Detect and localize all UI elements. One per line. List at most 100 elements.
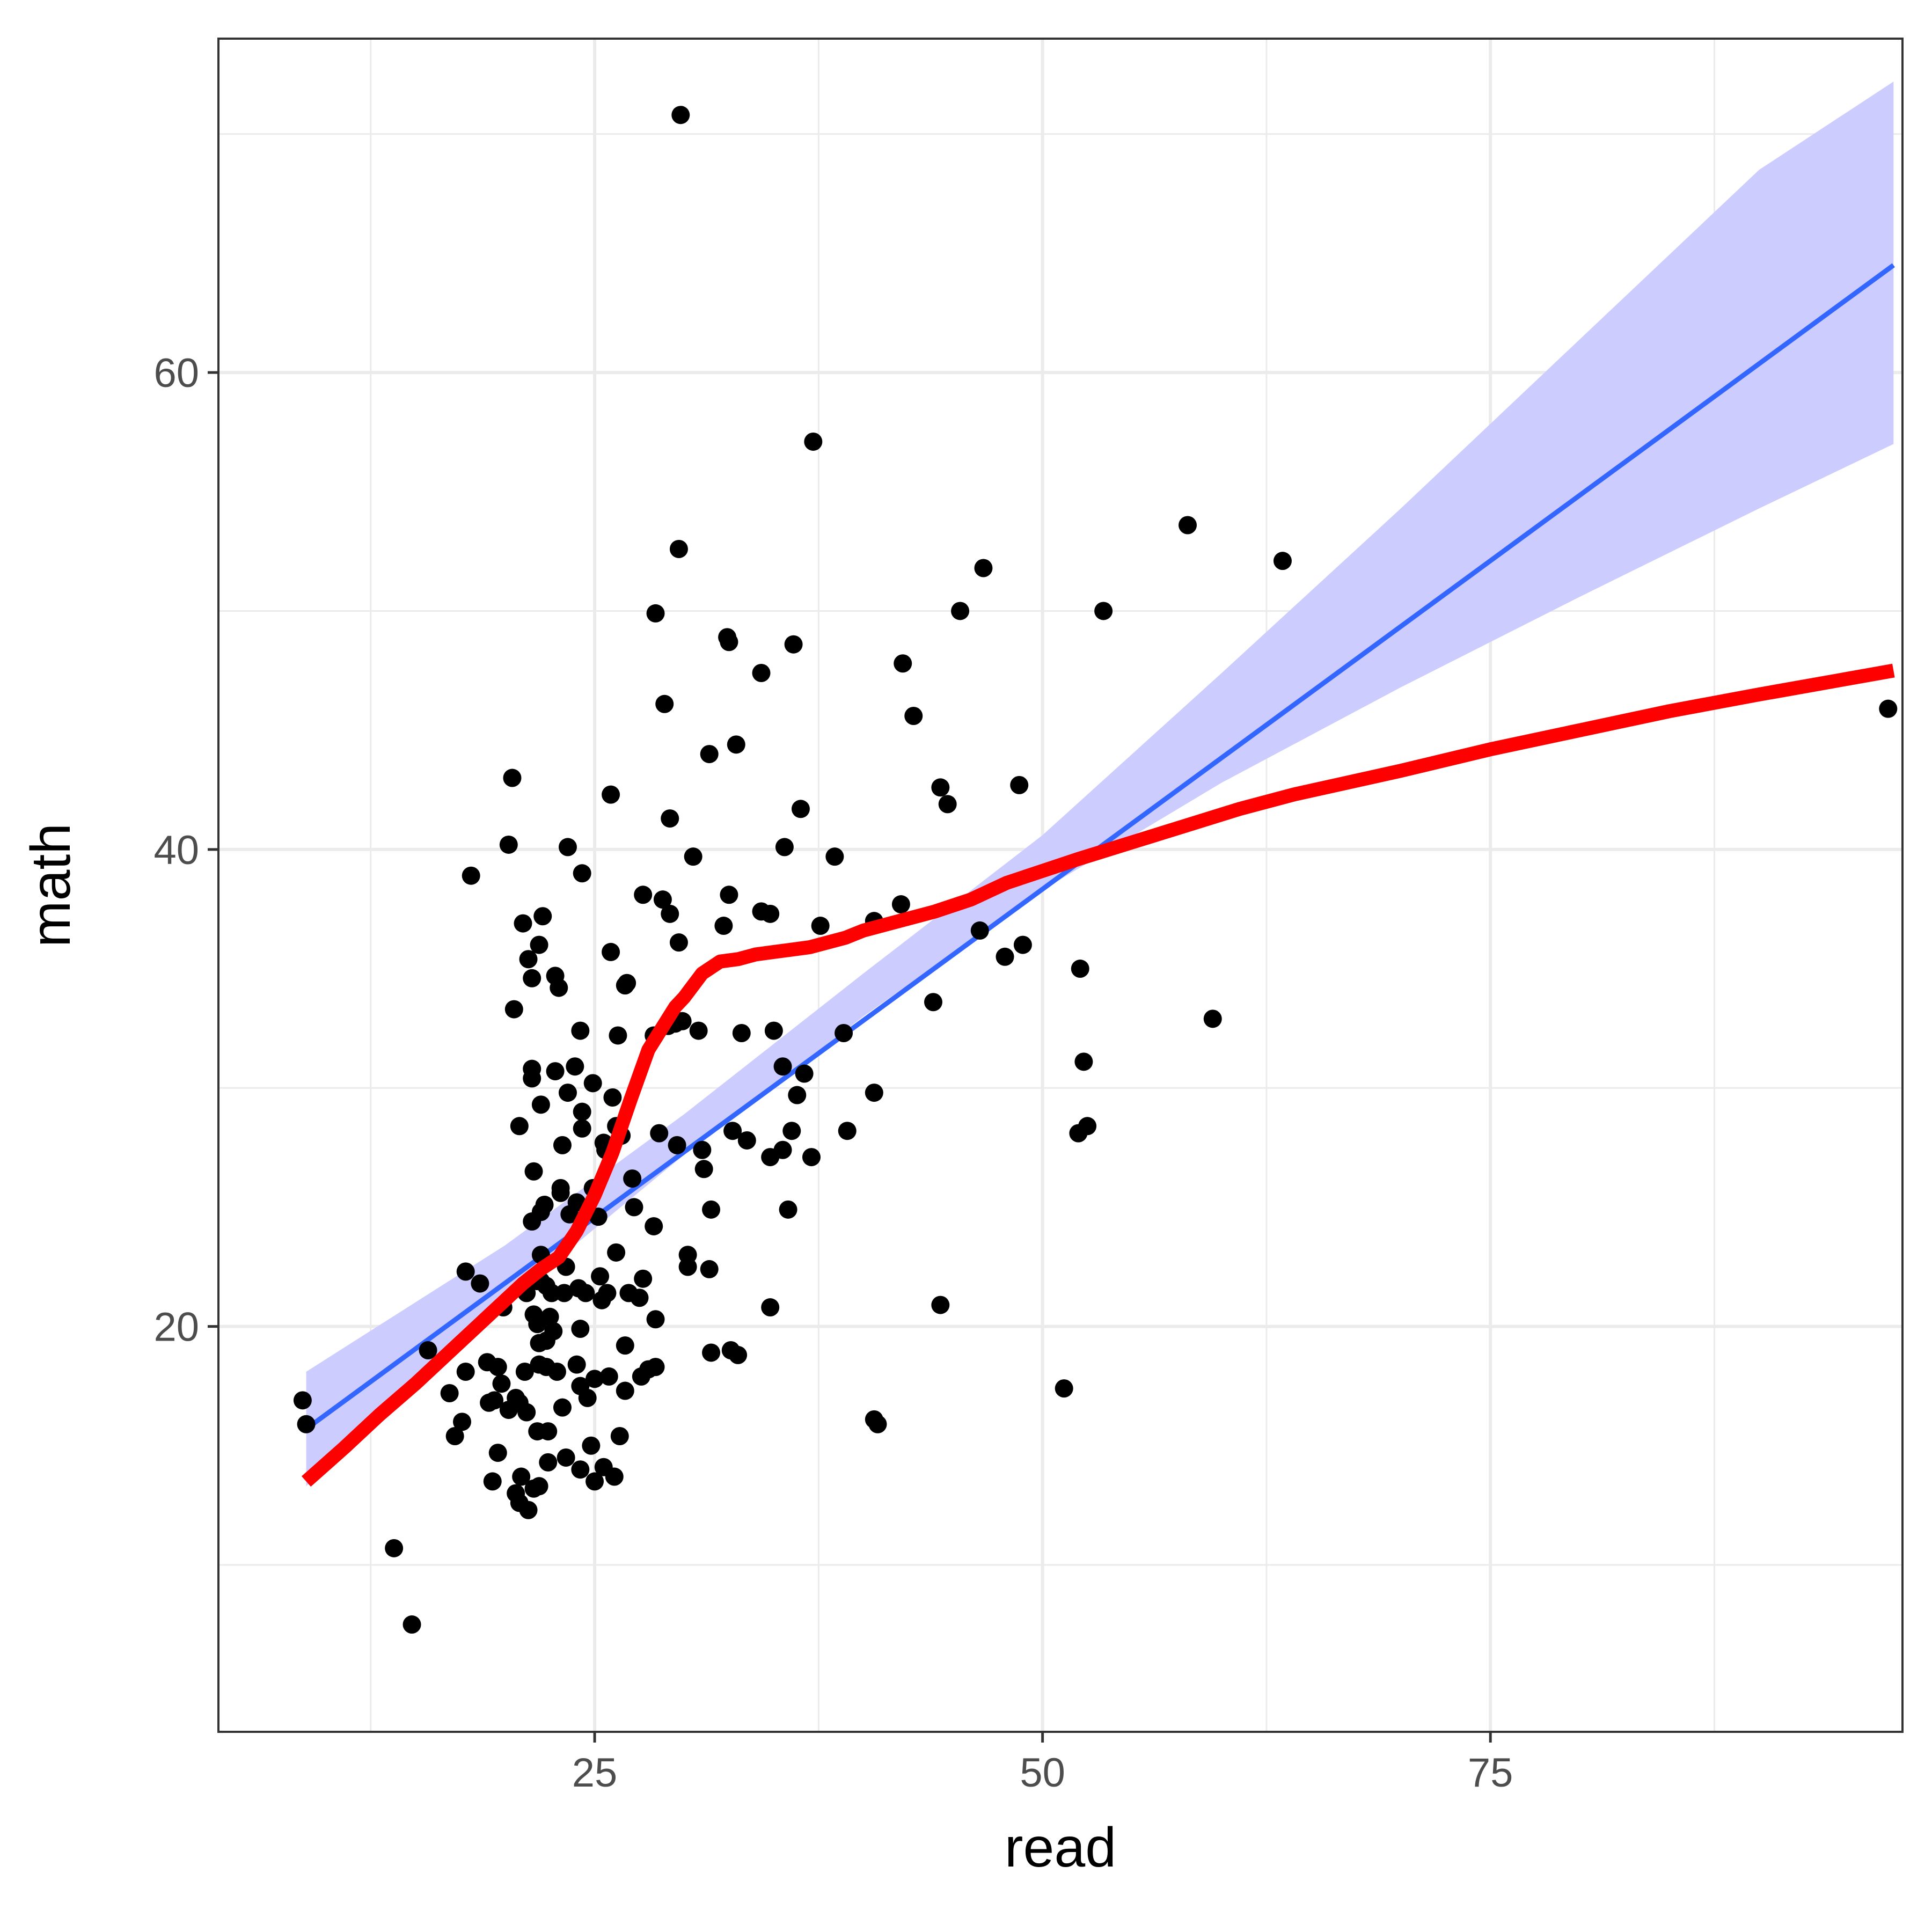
data-point (609, 1026, 627, 1045)
data-point (865, 1084, 883, 1102)
data-point (539, 1453, 558, 1472)
data-point (714, 917, 733, 935)
data-points (293, 106, 1898, 1634)
data-point (445, 1426, 464, 1445)
data-point (1203, 1009, 1222, 1028)
data-point (684, 847, 702, 866)
data-point (531, 1095, 550, 1114)
data-point (700, 745, 719, 764)
data-point (578, 1388, 597, 1407)
data-point (764, 1021, 783, 1040)
smooth-fit-line (301, 663, 1895, 1487)
data-point (653, 890, 672, 909)
data-point (618, 974, 636, 992)
data-point (547, 1363, 566, 1381)
data-point (485, 1391, 504, 1410)
data-point (931, 778, 950, 797)
data-point (702, 1200, 721, 1219)
data-point (515, 1363, 534, 1381)
y-axis-title: math (20, 823, 82, 947)
data-point (293, 1391, 312, 1410)
data-point (650, 1124, 669, 1143)
smooth-fit-layer (301, 663, 1895, 1487)
data-point (678, 1246, 697, 1264)
data-point (727, 735, 745, 754)
data-point (471, 1274, 489, 1293)
data-point (571, 1460, 590, 1479)
data-point (838, 1122, 857, 1140)
data-point (732, 1024, 751, 1043)
data-point (567, 1355, 586, 1374)
data-point (784, 635, 803, 654)
data-point (607, 1243, 626, 1262)
data-point (488, 1444, 507, 1462)
panel-border (217, 38, 1904, 1733)
data-point (630, 1289, 649, 1307)
data-point (504, 1000, 523, 1019)
data-point (557, 1448, 575, 1467)
data-point (539, 1422, 558, 1441)
data-point (402, 1615, 421, 1634)
data-point (1010, 775, 1029, 794)
data-point (700, 1260, 719, 1278)
data-point (1273, 552, 1292, 570)
data-point (533, 907, 552, 926)
data-point (775, 838, 794, 857)
data-point (576, 1284, 595, 1302)
x-tick-label: 25 (572, 1750, 618, 1796)
data-point (720, 633, 738, 652)
data-point (544, 1322, 563, 1341)
y-tick-label: 20 (153, 1305, 199, 1350)
data-point (440, 1384, 459, 1402)
y-axis-ticks: 20 40 60 (153, 350, 218, 1350)
data-point (891, 895, 910, 914)
x-tick-label: 50 (1020, 1750, 1065, 1796)
data-point (931, 1296, 950, 1314)
data-point (530, 1477, 548, 1496)
data-point (583, 1074, 602, 1093)
data-point (553, 1136, 572, 1154)
data-point (555, 1284, 574, 1302)
data-point (535, 1195, 554, 1214)
data-point (791, 800, 810, 818)
data-point (671, 106, 690, 125)
data-point (623, 1169, 642, 1188)
data-point (835, 1024, 853, 1043)
data-point (904, 707, 923, 725)
data-point (523, 1069, 541, 1088)
data-point (1078, 1117, 1097, 1136)
data-point (571, 1320, 590, 1338)
data-point (970, 921, 989, 940)
data-point (546, 1062, 565, 1081)
data-point (610, 1426, 629, 1445)
data-point (761, 904, 780, 923)
data-point (602, 785, 620, 804)
data-point (558, 1084, 577, 1102)
data-point (542, 1284, 561, 1302)
data-point (553, 1398, 572, 1417)
data-point (788, 1086, 807, 1104)
data-point (605, 1467, 624, 1486)
data-point (503, 769, 522, 787)
data-point (571, 1021, 590, 1040)
data-point (1071, 960, 1089, 978)
data-point (385, 1539, 404, 1557)
data-point (693, 1140, 712, 1159)
data-point (894, 654, 912, 673)
data-point (456, 1262, 475, 1281)
data-point (1013, 935, 1032, 954)
data-point (510, 1117, 529, 1136)
data-point (602, 942, 620, 961)
data-point (512, 1467, 531, 1486)
data-point (599, 1367, 618, 1386)
data-point (1055, 1379, 1073, 1398)
data-point (483, 1472, 502, 1491)
data-point (492, 1374, 511, 1393)
y-tick-label: 40 (153, 828, 199, 873)
data-point (974, 559, 993, 577)
data-point (668, 1136, 686, 1154)
data-point (689, 1021, 708, 1040)
data-point (723, 1122, 742, 1140)
data-point (616, 1336, 634, 1355)
